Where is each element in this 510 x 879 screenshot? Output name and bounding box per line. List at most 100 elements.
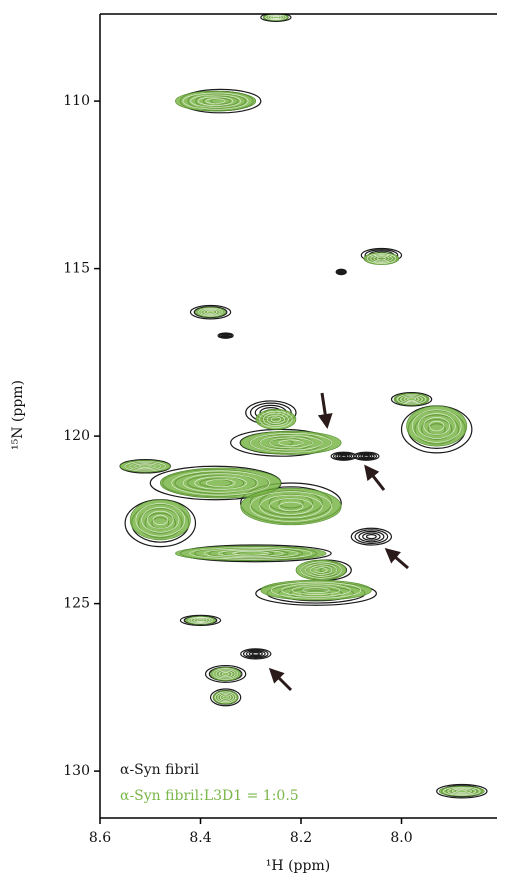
x-tick-label: 8.2: [290, 830, 312, 846]
peak: [240, 487, 342, 526]
contour-level: [278, 501, 304, 512]
peak: [438, 785, 485, 797]
contour-level: [407, 397, 417, 401]
peak: [406, 405, 468, 447]
contour-level: [365, 533, 377, 540]
arrow: [268, 667, 293, 692]
contour-level: [147, 510, 174, 529]
contour-peak: [179, 614, 222, 626]
contour-level: [417, 413, 456, 439]
contour-level: [182, 473, 259, 493]
peak: [217, 332, 234, 339]
contour-level: [354, 529, 389, 544]
contour-level: [339, 270, 344, 274]
peak: [129, 499, 191, 541]
contour-level: [203, 309, 218, 315]
contour-level: [213, 668, 239, 680]
peak: [175, 90, 257, 112]
contour-peak: [260, 14, 292, 22]
contour-peak: [129, 499, 191, 541]
contour-level: [223, 334, 229, 337]
peak: [160, 467, 282, 499]
contour-peak: [160, 467, 282, 499]
contour-level: [206, 310, 215, 314]
contour-level: [129, 462, 162, 471]
contour-level: [193, 618, 208, 623]
contour-level: [269, 498, 313, 515]
contour-level: [222, 695, 229, 700]
contour-level: [124, 461, 166, 472]
contour-level: [245, 650, 266, 658]
contour-peak: [204, 664, 247, 683]
peak: [260, 579, 372, 601]
contour-level: [272, 16, 280, 19]
contour-level: [278, 439, 304, 446]
contour-peak: [436, 783, 488, 799]
contour-level: [269, 437, 313, 449]
contour-level: [251, 652, 261, 656]
contour-level: [314, 567, 328, 573]
contour-level: [259, 410, 293, 428]
x-tick-label: 8.6: [89, 830, 111, 846]
contour-peak: [255, 409, 297, 430]
peak: [335, 268, 347, 276]
contour-peak: [350, 527, 393, 546]
contour-level: [310, 565, 333, 575]
peak: [255, 409, 297, 430]
peak: [212, 690, 239, 705]
contour-peak: [210, 666, 242, 681]
contour-level: [242, 649, 269, 659]
peak: [350, 527, 393, 546]
contour-level: [203, 548, 298, 559]
y-tick-label: 110: [63, 93, 90, 109]
peak: [175, 545, 327, 562]
contour-level: [456, 789, 468, 793]
contour-level: [171, 470, 270, 496]
contour-level: [152, 514, 168, 525]
contour-peak: [438, 785, 485, 797]
contour-peak: [119, 459, 171, 473]
contour-level: [200, 308, 221, 316]
contour-level: [429, 420, 445, 432]
contour-peak: [195, 306, 226, 318]
contour-level: [335, 453, 353, 460]
contour-level: [305, 563, 337, 577]
contour-peak: [175, 90, 257, 112]
contour-level: [270, 15, 282, 20]
peak: [295, 559, 347, 581]
contour-peak: [260, 579, 372, 601]
arrow: [364, 464, 386, 491]
contour-level: [337, 453, 350, 459]
peak: [240, 430, 342, 455]
contour-level: [190, 617, 211, 624]
contour-peak: [393, 392, 430, 406]
peak: [393, 392, 430, 406]
contour-level: [215, 691, 237, 704]
contour-level: [362, 454, 370, 458]
legend-entry: α-Syn fibril: [120, 762, 200, 778]
contour-level: [182, 92, 249, 110]
contour-level: [292, 585, 341, 595]
contour-level: [451, 788, 472, 794]
contour-level: [248, 651, 263, 657]
contour-level: [205, 98, 226, 104]
y-tick-label: 130: [63, 763, 90, 779]
peak: [240, 648, 272, 660]
contour-level: [218, 549, 284, 557]
contour-peak: [390, 391, 433, 407]
contour-level: [271, 581, 362, 599]
peak: [119, 459, 171, 473]
contour-peak: [406, 405, 468, 447]
contour-level: [360, 453, 373, 459]
peak: [363, 252, 400, 265]
y-tick-label: 125: [63, 596, 90, 612]
contour-level: [302, 587, 330, 593]
y-tick-label: 115: [63, 261, 90, 277]
contour-level: [270, 416, 282, 423]
arrow: [317, 392, 333, 429]
contour-peak: [175, 545, 327, 562]
x-axis-label: ¹H (ppm): [266, 858, 330, 874]
contour-peak: [189, 304, 232, 320]
contour-level: [300, 561, 342, 579]
